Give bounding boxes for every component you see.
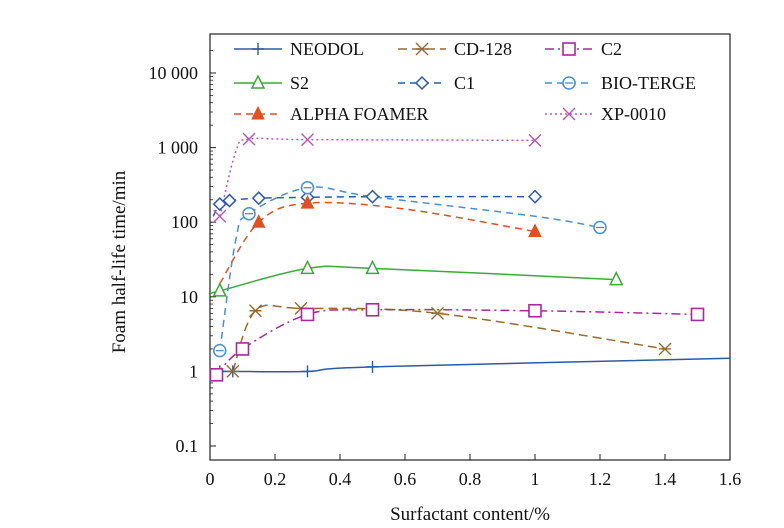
y-tick-label: 10 [180,287,198,307]
x-tick-label: 0.6 [394,469,417,489]
legend-label: BIO-TERGE [601,73,696,93]
x-tick-label: 1 [531,469,540,489]
y-tick-label: 1 [189,361,198,381]
x-tick-label: 0.8 [459,469,482,489]
data-point-c1 [251,191,266,206]
legend-label: XP-0010 [601,104,666,124]
legend-marker [251,105,265,120]
x-tick-label: 1.4 [654,469,677,489]
data-point-c1 [222,193,237,208]
data-point-c1 [212,197,227,212]
data-point-neodol [301,365,314,378]
x-axis-label: Surfactant content/% [390,504,550,525]
legend-marker [414,75,430,91]
legend-label: S2 [290,73,309,93]
legend-marker [562,107,576,121]
data-point-cd-128 [226,364,240,378]
data-point-c2 [209,368,224,382]
data-point-c2 [690,307,705,322]
data-point-alpha-foamer [251,214,266,228]
series-line-neodol [219,357,731,373]
y-tick-label: 0.1 [176,436,199,456]
data-point-cd-128 [431,306,444,320]
y-tick-label: 1 000 [158,138,199,158]
axis-ticks: 0 0.2 0.4 0.6 0.8 1 1.2 1.4 1.6 0.1 1 10 100 1 000 10 … [149,50,742,489]
data-point-c2 [365,302,380,317]
data-point-neodol [366,360,379,373]
data-point-alpha-foamer [528,223,542,238]
series-line-cd-128 [232,304,666,372]
data-point-c1 [527,189,543,204]
data-point-alpha-foamer [300,195,315,209]
series-line-xp-0010 [219,137,536,217]
legend-marker [562,42,576,56]
data-point-xp-0010 [242,132,256,146]
data-point-s2 [365,259,380,275]
data-point-c2 [300,307,315,322]
x-tick-label: 0.2 [264,469,287,489]
legend: NEODOL CD-128 C2 S2 C1 BIO-TERGE ALPHA FOAMER X… [234,39,696,124]
legend-label: ALPHA FOAMER [290,104,429,124]
y-tick-label: 100 [171,212,198,232]
legend-label: NEODOL [290,39,364,59]
legend-label: CD-128 [454,39,512,59]
legend-marker [415,42,429,56]
legend-label: C2 [601,39,622,59]
data-point-c2 [235,342,250,356]
x-tick-label: 1.2 [589,469,612,489]
series-line-bio-terge [219,186,601,351]
data-point-cd-128 [658,342,672,356]
legend-label: C1 [454,73,475,93]
series-line-alpha-foamer [219,201,536,285]
data-point-s2 [300,259,315,275]
x-tick-label: 0.4 [329,469,352,489]
legend-marker [252,43,264,55]
series-line-s2 [208,265,617,295]
data-point-s2 [212,282,227,297]
data-point-s2 [609,270,624,286]
y-tick-label: 10 000 [149,63,199,83]
data-point-xp-0010 [213,209,227,223]
data-point-c2 [528,303,542,318]
plot-frame [209,33,731,461]
legend-marker [250,74,266,89]
data-point-xp-0010 [528,133,542,147]
series-markers [209,132,705,382]
series-curves [208,137,731,376]
data-point-cd-128 [249,304,262,318]
data-point-c1 [365,189,380,204]
x-tick-label: 0 [206,469,215,489]
x-tick-label: 1.6 [719,469,742,489]
data-point-xp-0010 [301,133,314,147]
y-axis-label: Foam half-life time/min [109,170,130,353]
